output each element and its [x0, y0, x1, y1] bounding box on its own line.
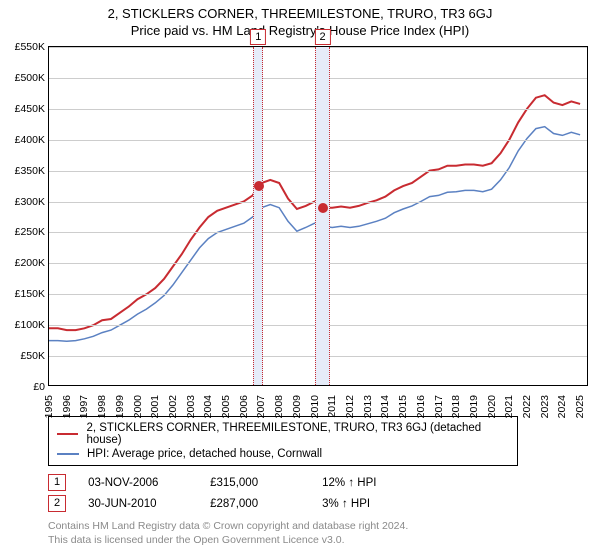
x-axis-label: 2012: [344, 395, 356, 418]
y-axis-label: £50K: [3, 350, 45, 362]
y-axis-label: £450K: [3, 103, 45, 115]
transactions-table: 1 03-NOV-2006 £315,000 12% ↑ HPI 2 30-JUN-201…: [48, 472, 600, 514]
legend-label: HPI: Average price, detached house, Corn…: [87, 448, 322, 460]
highlight-band: 1: [253, 47, 263, 385]
x-axis-label: 2014: [379, 395, 391, 418]
x-axis-label: 2009: [291, 395, 303, 418]
legend-label: 2, STICKLERS CORNER, THREEMILESTONE, TRU…: [86, 422, 509, 446]
x-axis-label: 2003: [185, 395, 197, 418]
x-axis-label: 2025: [574, 395, 586, 418]
y-axis-label: £100K: [3, 319, 45, 331]
footer-line2: This data is licensed under the Open Gov…: [48, 534, 600, 548]
band-label: 1: [250, 29, 266, 45]
chart-title-block: 2, STICKLERS CORNER, THREEMILESTONE, TRU…: [0, 0, 600, 38]
transaction-date: 03-NOV-2006: [88, 477, 188, 489]
y-axis-label: £550K: [3, 41, 45, 53]
y-axis-label: £150K: [3, 288, 45, 300]
y-axis-label: £300K: [3, 196, 45, 208]
y-axis-label: £400K: [3, 134, 45, 146]
y-axis-label: £350K: [3, 165, 45, 177]
transaction-row: 2 30-JUN-2010 £287,000 3% ↑ HPI: [48, 493, 600, 514]
x-axis-label: 2007: [255, 395, 267, 418]
x-axis-label: 2020: [486, 395, 498, 418]
x-axis-label: 2019: [468, 395, 480, 418]
transaction-badge: 2: [48, 495, 66, 512]
x-axis-label: 2024: [556, 395, 568, 418]
x-axis-label: 2017: [433, 395, 445, 418]
highlight-band: 2: [315, 47, 329, 385]
x-axis-label: 2010: [309, 395, 321, 418]
transaction-price: £287,000: [210, 498, 300, 510]
x-axis-label: 1999: [114, 395, 126, 418]
title-subtitle: Price paid vs. HM Land Registry's House …: [0, 23, 600, 38]
x-axis-label: 1995: [43, 395, 55, 418]
y-axis-label: £0: [3, 381, 45, 393]
x-axis-label: 2015: [397, 395, 409, 418]
legend: 2, STICKLERS CORNER, THREEMILESTONE, TRU…: [48, 416, 518, 466]
x-axis-label: 2004: [202, 395, 214, 418]
x-axis-label: 2021: [503, 395, 515, 418]
x-axis-label: 1996: [61, 395, 73, 418]
x-axis-label: 2002: [167, 395, 179, 418]
x-axis-label: 2008: [273, 395, 285, 418]
transaction-hpi: 3% ↑ HPI: [322, 498, 422, 510]
x-axis-label: 2013: [362, 395, 374, 418]
x-axis-label: 2011: [326, 395, 338, 418]
transaction-date: 30-JUN-2010: [88, 498, 188, 510]
x-axis-label: 2005: [220, 395, 232, 418]
transaction-hpi: 12% ↑ HPI: [322, 477, 422, 489]
x-axis-label: 2001: [149, 395, 161, 418]
transaction-badge: 1: [48, 474, 66, 491]
y-axis-label: £500K: [3, 72, 45, 84]
band-label: 2: [314, 29, 330, 45]
transaction-price: £315,000: [210, 477, 300, 489]
x-axis-label: 2022: [521, 395, 533, 418]
x-axis-label: 2016: [415, 395, 427, 418]
y-axis-label: £250K: [3, 226, 45, 238]
legend-item: HPI: Average price, detached house, Corn…: [57, 447, 509, 461]
x-axis-label: 2006: [238, 395, 250, 418]
y-axis-label: £200K: [3, 257, 45, 269]
legend-swatch: [57, 453, 79, 455]
legend-item: 2, STICKLERS CORNER, THREEMILESTONE, TRU…: [57, 421, 509, 447]
title-main: 2, STICKLERS CORNER, THREEMILESTONE, TRU…: [0, 6, 600, 21]
x-axis-label: 1997: [78, 395, 90, 418]
chart-plot-area: £0£50K£100K£150K£200K£250K£300K£350K£400…: [48, 46, 588, 386]
footer-line1: Contains HM Land Registry data © Crown c…: [48, 520, 600, 534]
transaction-row: 1 03-NOV-2006 £315,000 12% ↑ HPI: [48, 472, 600, 493]
x-axis-label: 2000: [132, 395, 144, 418]
x-axis-label: 2023: [539, 395, 551, 418]
x-axis-label: 2018: [450, 395, 462, 418]
footer: Contains HM Land Registry data © Crown c…: [48, 520, 600, 547]
legend-swatch: [57, 433, 78, 435]
price-marker: [318, 203, 328, 213]
x-axis-label: 1998: [96, 395, 108, 418]
price-marker: [254, 181, 264, 191]
